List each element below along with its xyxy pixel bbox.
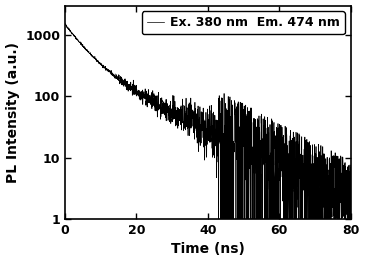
Ex. 380 nm  Em. 474 nm [340,201,345,204]
Ex. 380 nm  Em. 474 nm [288,134,292,137]
Ex. 380 nm  Em. 474 nm [63,22,67,25]
Ex. 380 nm  Em. 474 nm [216,217,221,221]
Line: Ex. 380 nm  Em. 474 nm: Ex. 380 nm Em. 474 nm [65,24,351,219]
X-axis label: Time (ns): Time (ns) [171,242,245,256]
Ex. 380 nm  Em. 474 nm [349,212,353,215]
Ex. 380 nm  Em. 474 nm [194,122,199,125]
Y-axis label: PL Intensity (a.u.): PL Intensity (a.u.) [5,42,20,183]
Ex. 380 nm  Em. 474 nm [341,216,345,220]
Legend: Ex. 380 nm  Em. 474 nm: Ex. 380 nm Em. 474 nm [142,12,345,34]
Ex. 380 nm  Em. 474 nm [202,118,206,121]
Ex. 380 nm  Em. 474 nm [77,41,82,44]
